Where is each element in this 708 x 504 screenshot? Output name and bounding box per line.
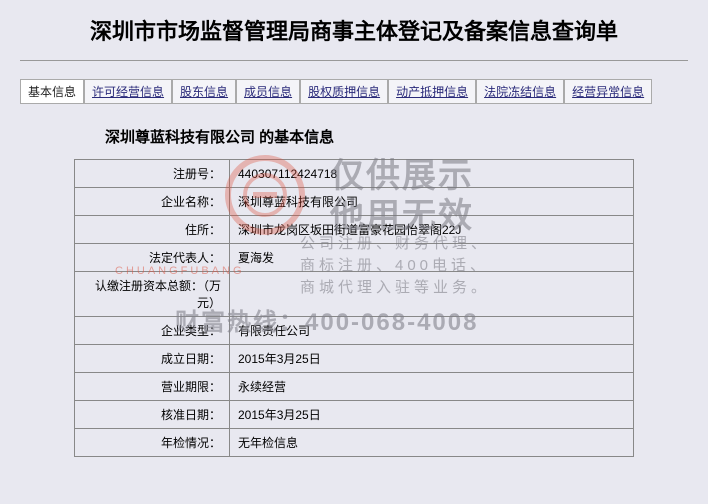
tab-basic-info[interactable]: 基本信息: [20, 79, 84, 104]
row-value: [230, 272, 634, 317]
row-label: 法定代表人：: [75, 244, 230, 272]
page-title: 深圳市市场监督管理局商事主体登记及备案信息查询单: [0, 0, 708, 56]
tab-abnormal-operation-info[interactable]: 经营异常信息: [564, 79, 652, 104]
tab-chattel-mortgage-info[interactable]: 动产抵押信息: [388, 79, 476, 104]
tab-equity-pledge-info[interactable]: 股权质押信息: [300, 79, 388, 104]
table-row: 认缴注册资本总额：（万元）: [75, 272, 634, 317]
divider: [20, 60, 688, 61]
table-row: 年检情况：无年检信息: [75, 429, 634, 457]
row-label: 核准日期：: [75, 401, 230, 429]
table-row: 核准日期：2015年3月25日: [75, 401, 634, 429]
row-value: 深圳市龙岗区坂田街道富豪花园怡翠阁22J: [230, 216, 634, 244]
row-value: 深圳尊蓝科技有限公司: [230, 188, 634, 216]
row-label: 成立日期：: [75, 345, 230, 373]
tab-bar: 基本信息 许可经营信息 股东信息 成员信息 股权质押信息 动产抵押信息 法院冻结…: [20, 79, 688, 104]
row-value: 440307112424718: [230, 160, 634, 188]
table-row: 住所：深圳市龙岗区坂田街道富豪花园怡翠阁22J: [75, 216, 634, 244]
row-label: 注册号：: [75, 160, 230, 188]
info-table: 注册号：440307112424718 企业名称：深圳尊蓝科技有限公司 住所：深…: [74, 159, 634, 457]
section-title: 深圳尊蓝科技有限公司 的基本信息: [105, 126, 708, 147]
table-row: 成立日期：2015年3月25日: [75, 345, 634, 373]
row-value: 夏海发: [230, 244, 634, 272]
row-value: 有限责任公司: [230, 317, 634, 345]
row-label: 营业期限：: [75, 373, 230, 401]
tab-license-info[interactable]: 许可经营信息: [84, 79, 172, 104]
row-label: 认缴注册资本总额：（万元）: [75, 272, 230, 317]
row-label: 年检情况：: [75, 429, 230, 457]
row-label: 住所：: [75, 216, 230, 244]
row-value: 无年检信息: [230, 429, 634, 457]
tab-member-info[interactable]: 成员信息: [236, 79, 300, 104]
row-value: 永续经营: [230, 373, 634, 401]
row-label: 企业类型：: [75, 317, 230, 345]
table-row: 注册号：440307112424718: [75, 160, 634, 188]
row-value: 2015年3月25日: [230, 401, 634, 429]
tab-court-freeze-info[interactable]: 法院冻结信息: [476, 79, 564, 104]
row-value: 2015年3月25日: [230, 345, 634, 373]
table-row: 企业类型：有限责任公司: [75, 317, 634, 345]
table-row: 营业期限：永续经营: [75, 373, 634, 401]
table-row: 法定代表人：夏海发: [75, 244, 634, 272]
table-row: 企业名称：深圳尊蓝科技有限公司: [75, 188, 634, 216]
row-label: 企业名称：: [75, 188, 230, 216]
tab-shareholder-info[interactable]: 股东信息: [172, 79, 236, 104]
